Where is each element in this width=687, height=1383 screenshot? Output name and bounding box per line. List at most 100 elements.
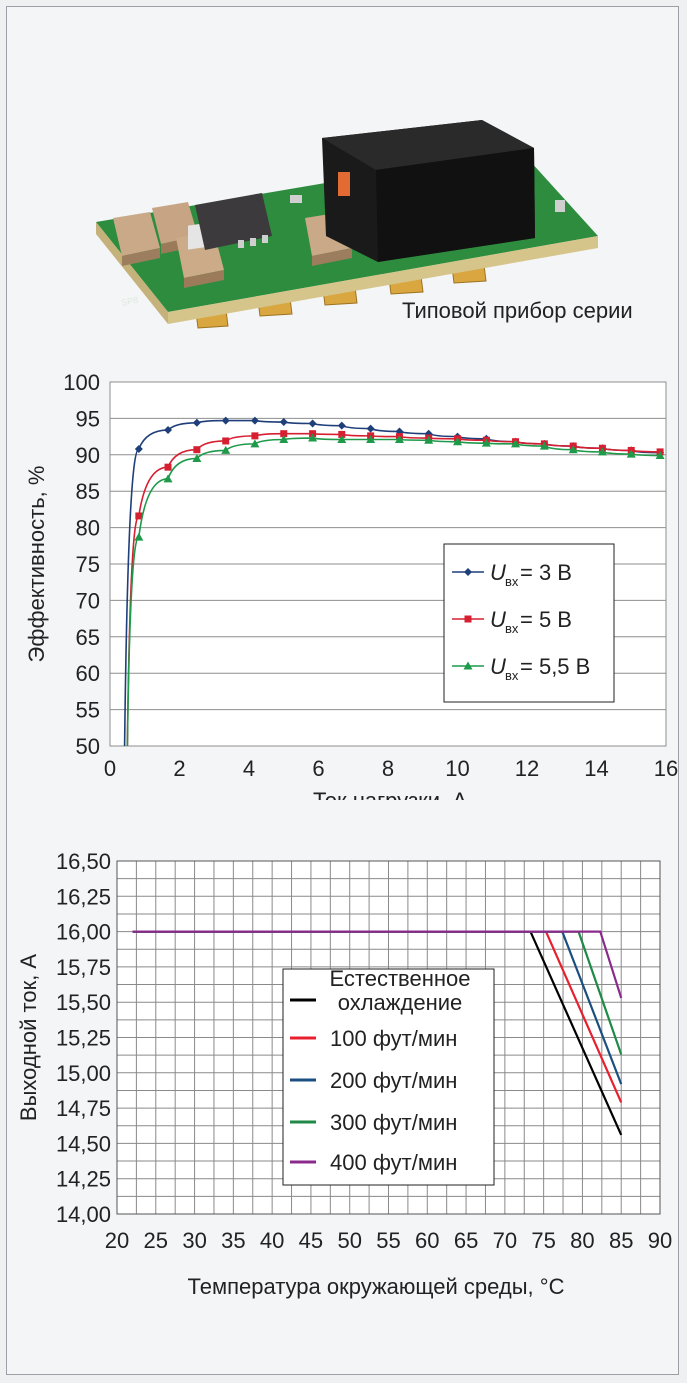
data-point-triangle [481,438,491,447]
data-point-triangle [463,661,473,670]
x-tick-label: 10 [445,756,469,781]
y-tick-label: 95 [76,406,100,431]
legend-label: 200 фут/мин [330,1068,457,1093]
y-tick-label: 55 [76,698,100,723]
x-tick-label: 75 [531,1228,555,1253]
legend-label-value: = 3 В [520,560,572,585]
y-tick-label: 14,50 [56,1131,111,1156]
pcb-edge [168,236,598,324]
x-tick-label: 35 [221,1228,245,1253]
data-point-diamond [250,416,259,425]
y-tick-label: 14,25 [56,1167,111,1192]
inductor [322,120,535,262]
y-tick-label: 100 [63,370,100,395]
data-point-square [280,430,288,438]
y-tick-label: 14,75 [56,1096,111,1121]
efficiency-chart: 50 55 60 65 70 75 80 85 90 95 100 0 2 4 6 8 10 12 14 16 Ток … [24,370,678,800]
data-point-triangle [424,435,434,444]
x-tick-label: 0 [104,756,116,781]
legend-label-value: = 5,5 В [520,654,590,679]
data-point-diamond [337,421,346,430]
legend-label-subscript: вх [505,574,519,589]
legend-item: 100 фут/мин [290,1026,457,1051]
x-tick-label: 14 [584,756,608,781]
legend-label: 400 фут/мин [330,1150,457,1175]
data-point-square [193,446,201,454]
x-tick-label: 80 [570,1228,594,1253]
y-tick-label: 50 [76,734,100,759]
x-tick-label: 60 [415,1228,439,1253]
y-tick-label: 14,00 [56,1202,111,1227]
legend-item: 300 фут/мин [290,1110,457,1135]
data-point-square [164,463,172,471]
x-tick-label: 6 [312,756,324,781]
y-tick-label: 15,25 [56,1026,111,1051]
legend-label-line1: Естественное [329,966,470,991]
x-tick-label: 65 [454,1228,478,1253]
data-point-triangle [366,435,376,444]
x-tick-label: 30 [182,1228,206,1253]
legend-item: 400 фут/мин [290,1150,457,1175]
y-tick-label: 75 [76,552,100,577]
legend-item: 200 фут/мин [290,1068,457,1093]
legend-box [443,543,615,703]
data-point-square [338,430,346,438]
data-point-diamond [366,424,375,433]
data-point-diamond [221,416,230,425]
derating-chart: 14,00 14,25 14,50 14,75 15,00 15,25 15,50 15,75… [16,849,672,1299]
legend-label-subscript: вх [505,621,519,636]
module-photo: SP8 [96,120,598,329]
plot-border [109,381,667,747]
data-point-triangle [626,449,636,458]
data-point-triangle [394,435,404,444]
data-point-square [464,615,472,623]
x-tick-label: 20 [105,1228,129,1253]
legend-box [282,968,495,1186]
x-tick-label: 55 [376,1228,400,1253]
data-point-triangle [655,451,665,460]
series-3 [126,433,665,747]
data-point-square [222,437,230,445]
data-point-triangle [134,532,144,541]
ic-chip [195,193,272,250]
smd-part [555,200,565,212]
data-point-triangle [279,435,289,444]
x-tick-label: 85 [609,1228,633,1253]
legend-label-subscript: вх [505,668,519,683]
capacitor [113,212,160,266]
legend-label-symbol: U [490,607,506,632]
y-tick-label: 90 [76,443,100,468]
x-tick-label: 70 [493,1228,517,1253]
y-tick-label: 60 [76,661,100,686]
plot-border [116,860,661,1215]
pcb-edge [96,222,168,324]
x-tick-label: 8 [382,756,394,781]
data-point-diamond [192,418,201,427]
y-tick-label: 85 [76,479,100,504]
data-point-triangle [308,433,318,442]
y-tick-label: 16,25 [56,884,111,909]
data-point-triangle [539,441,549,450]
y-tick-label: 80 [76,516,100,541]
x-tick-label: 90 [648,1228,672,1253]
y-tick-label: 15,75 [56,955,111,980]
data-point-diamond [164,426,173,435]
y-axis-label: Эффективность, % [24,466,49,663]
data-point-triangle [250,439,260,448]
legend-label: 100 фут/мин [330,1026,457,1051]
data-point-triangle [453,437,462,446]
x-tick-label: 2 [173,756,185,781]
y-tick-label: 65 [76,625,100,650]
legend-label-symbol: U [490,560,506,585]
data-point-diamond [464,568,472,576]
data-point-triangle [511,439,521,448]
data-point-diamond [279,418,288,427]
y-tick-label: 15,00 [56,1061,111,1086]
legend-label-line2: охлаждение [338,990,463,1015]
data-point-triangle [568,445,578,454]
